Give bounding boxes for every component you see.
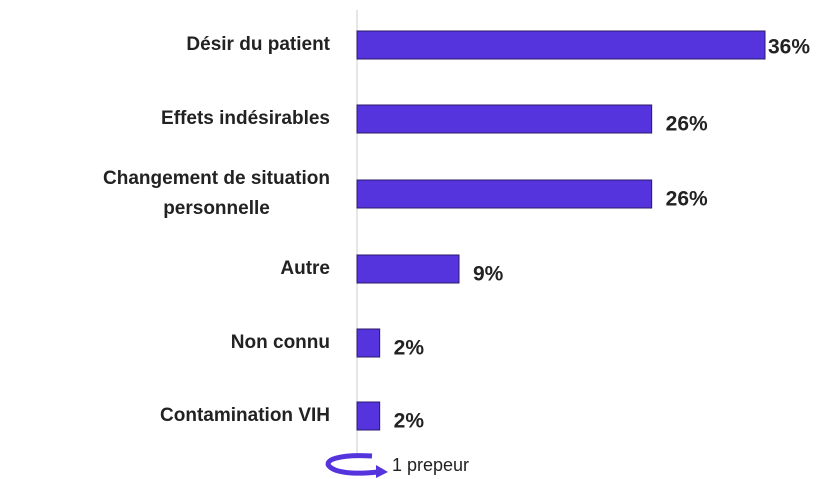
bar [356, 254, 460, 284]
category-label: Contamination VIH [160, 405, 330, 426]
bar [356, 104, 653, 134]
category-label: Effets indésirables [161, 108, 330, 129]
category-label: Désir du patient [186, 34, 330, 55]
value-label: 36% [768, 36, 810, 59]
category-label: Non connu [230, 332, 330, 353]
annotation: 1 prepeur [392, 455, 469, 475]
bar [356, 328, 381, 358]
value-label: 26% [666, 113, 708, 136]
value-label: 26% [666, 188, 708, 211]
bar [356, 30, 766, 60]
bar [356, 179, 653, 209]
category-label: Autre [280, 258, 330, 279]
value-label: 9% [473, 263, 504, 286]
bar [356, 401, 381, 431]
annotation-arrow [325, 453, 388, 478]
value-label: 2% [394, 337, 425, 360]
category-label: Changement de situation personnelle [103, 168, 330, 219]
value-label: 2% [394, 410, 425, 433]
